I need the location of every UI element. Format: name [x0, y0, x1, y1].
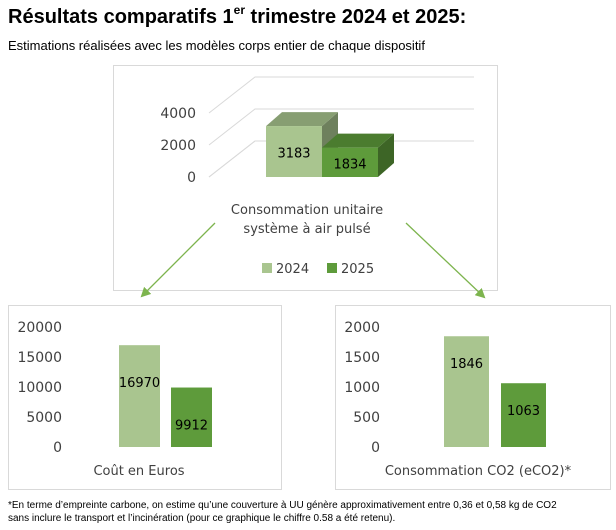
chart-co2: 0 500 1000 1500 2000 1846 1063 Consommation CO2…	[344, 320, 572, 479]
category-label: Coût en Euros	[93, 464, 184, 479]
category-label-line: système à air pulsé	[243, 222, 370, 237]
y-tick-label: 20000	[17, 320, 62, 336]
data-label-2024: 3183	[277, 147, 310, 162]
footnote: *En terme d’empreinte carbone, on estime…	[8, 499, 612, 525]
bar-top-2025	[322, 133, 394, 148]
floor-edge	[208, 140, 256, 178]
chart-panel-consumption: 0 2000 4000 3183 1834 Consommation unitaire sy…	[113, 65, 498, 291]
y-tick-label: 2000	[160, 138, 196, 154]
chart-cost: 0 5000 10000 15000 20000 16970 9912 Coût en Eur…	[17, 320, 212, 479]
y-tick-label: 2000	[344, 320, 380, 336]
footnote-line-2: sans inclure le transport et l’incinérat…	[8, 513, 396, 524]
y-tick-label: 0	[53, 440, 62, 456]
y-tick-label: 15000	[17, 350, 62, 366]
bar-2025	[501, 383, 546, 447]
arrow-to-cost-chart	[140, 222, 216, 298]
page-title: Résultats comparatifs 1er trimestre 2024…	[8, 3, 466, 29]
gridline	[208, 76, 474, 114]
category-label: Consommation CO2 (eCO2)*	[385, 464, 572, 479]
page-subtitle: Estimations réalisées avec les modèles c…	[8, 38, 425, 53]
title-superscript: er	[233, 3, 245, 17]
data-label-2024: 1846	[450, 357, 483, 372]
data-label-2025: 9912	[175, 419, 208, 434]
chart-consumption: 0 2000 4000 3183 1834 Consommation unitaire sy…	[160, 76, 474, 277]
bar-2025	[322, 147, 378, 177]
data-label-2025: 1063	[507, 404, 540, 419]
legend-swatch-2025	[327, 263, 337, 273]
legend-label-2024: 2024	[276, 262, 309, 277]
data-label-2024: 16970	[119, 376, 160, 391]
chart-panel-cost: 0 5000 10000 15000 20000 16970 9912 Coût en Eur…	[8, 305, 282, 490]
category-label-line: Consommation unitaire	[231, 203, 383, 218]
footnote-line-1: *En terme d’empreinte carbone, on estime…	[8, 500, 557, 511]
legend-swatch-2024	[262, 263, 272, 273]
y-tick-label: 0	[187, 170, 196, 186]
y-tick-label: 1500	[344, 350, 380, 366]
data-label-2025: 1834	[333, 157, 366, 172]
gridline	[208, 108, 474, 146]
chart-panel-co2: 0 500 1000 1500 2000 1846 1063 Consommation CO2…	[335, 305, 611, 490]
y-tick-label: 500	[353, 410, 380, 426]
bar-2024	[444, 336, 489, 447]
title-rest: trimestre 2024 et 2025:	[244, 6, 467, 28]
bar-2025	[171, 387, 212, 447]
y-tick-label: 0	[371, 440, 380, 456]
arrow-to-co2-chart	[405, 222, 486, 299]
bar-top-2024	[266, 112, 338, 127]
y-tick-label: 5000	[26, 410, 62, 426]
bar-side-2025	[378, 133, 394, 177]
bar-2024	[266, 126, 322, 177]
bar-2024	[119, 345, 160, 447]
y-tick-label: 10000	[17, 380, 62, 396]
y-tick-label: 4000	[160, 106, 196, 122]
title-main: Résultats comparatifs 1	[8, 6, 234, 28]
y-tick-label: 1000	[344, 380, 380, 396]
legend-label-2025: 2025	[341, 262, 374, 277]
